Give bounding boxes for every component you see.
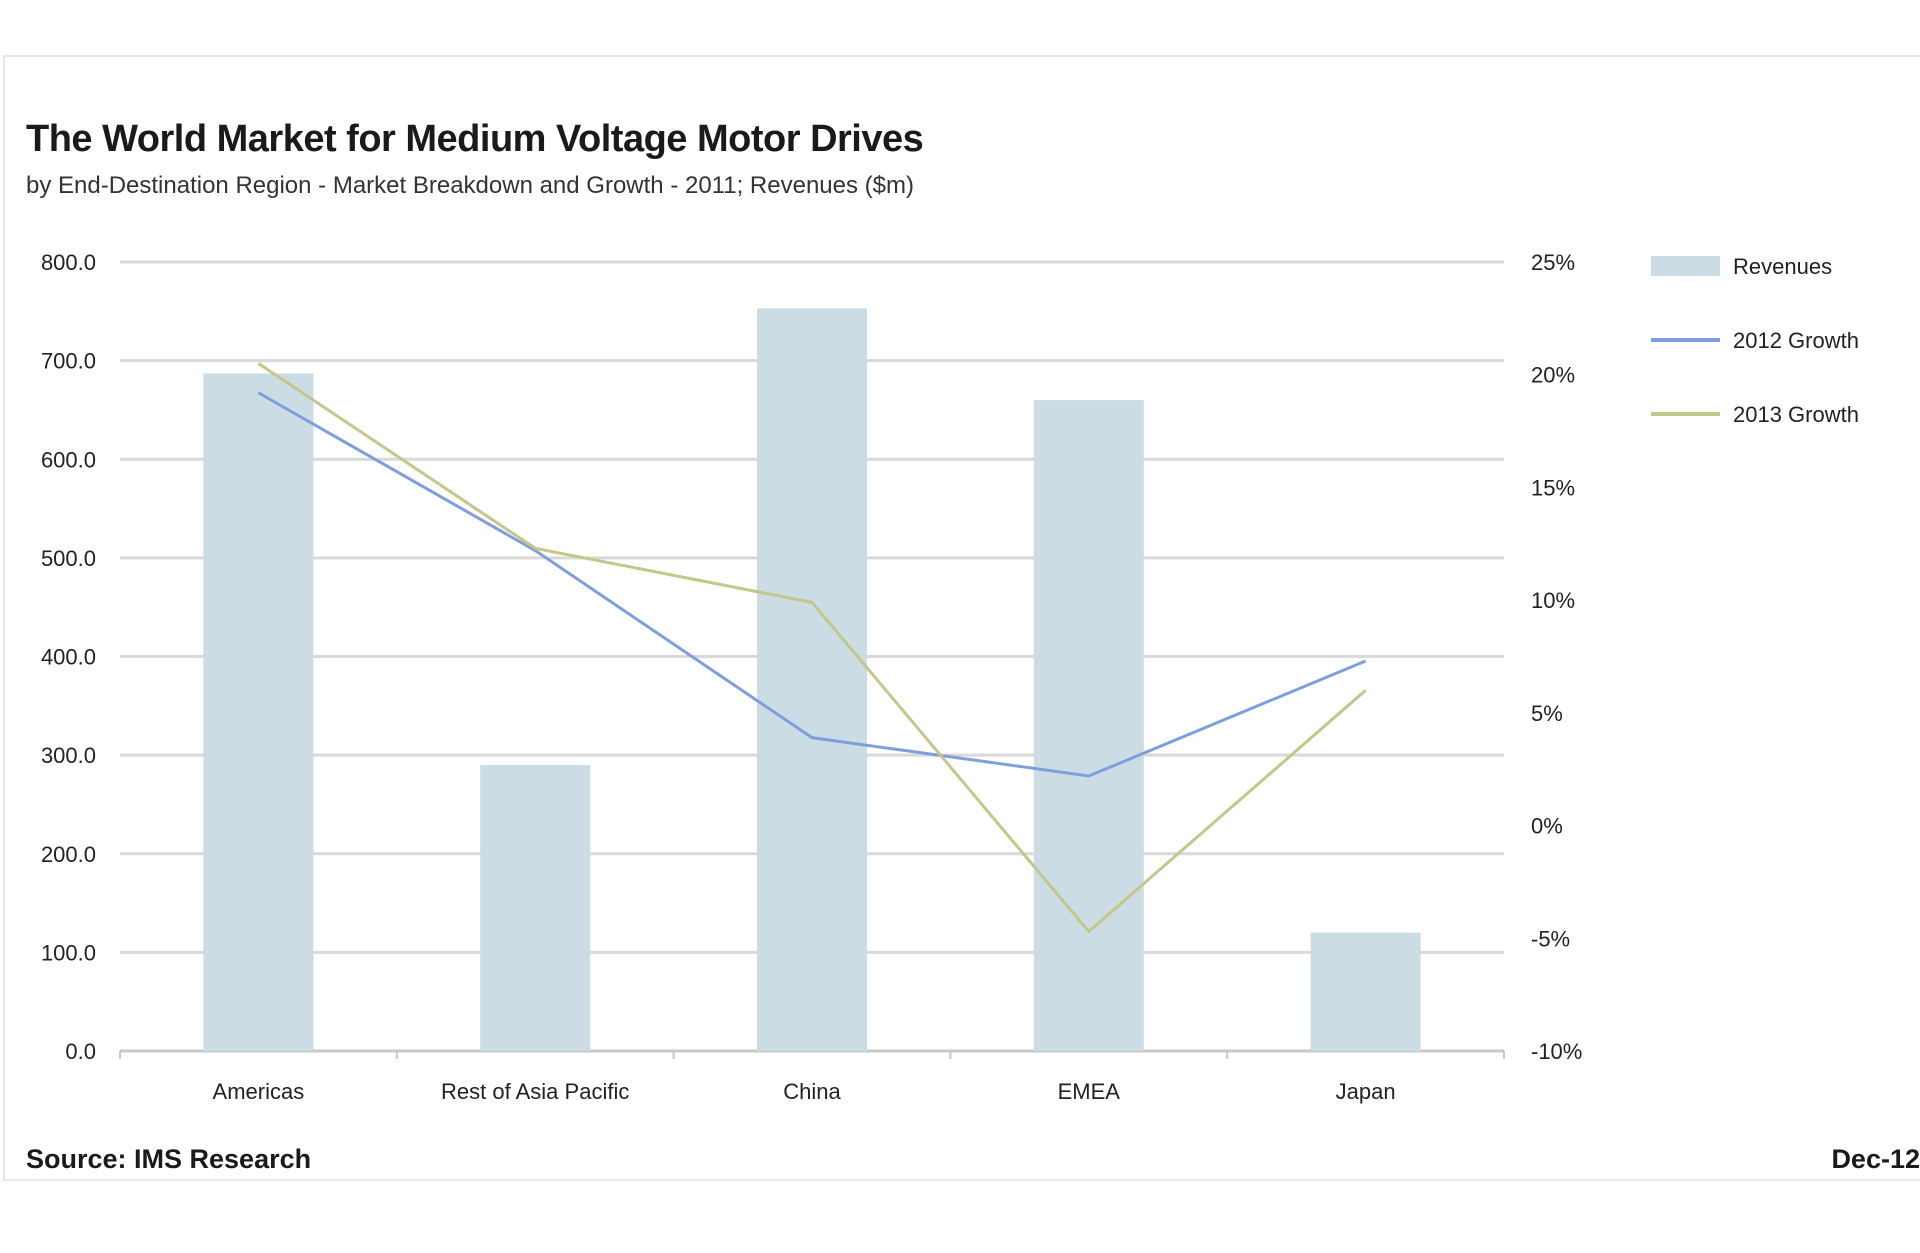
y-right-tick-label: -10%: [1531, 1039, 1582, 1064]
bar-emea: [1033, 400, 1144, 1051]
y-left-tick-label: 300.0: [41, 743, 96, 768]
date-note: Dec-12: [1831, 1144, 1920, 1174]
x-tick-label: EMEA: [1058, 1079, 1121, 1104]
y-right-tick-label: 20%: [1531, 363, 1575, 388]
y-left-tick-label: 100.0: [41, 940, 96, 965]
y-left-tick-label: 0.0: [65, 1039, 96, 1064]
legend-label: 2012 Growth: [1733, 328, 1859, 353]
chart-title: The World Market for Medium Voltage Moto…: [26, 118, 924, 160]
bar-china: [757, 308, 867, 1051]
y-left-tick-label: 600.0: [41, 447, 96, 472]
x-tick-label: China: [783, 1079, 841, 1104]
bar-americas: [203, 373, 314, 1051]
bar-rest-of-asia-pacific: [480, 764, 591, 1051]
y-right-tick-label: 0%: [1531, 814, 1563, 839]
y-left-tick-label: 700.0: [41, 349, 96, 374]
y-right-tick-label: 5%: [1531, 701, 1563, 726]
y-right-tick-label: 15%: [1531, 475, 1575, 500]
y-left-tick-label: 400.0: [41, 645, 96, 670]
y-left-tick-label: 200.0: [41, 842, 96, 867]
y-left-tick-label: 800.0: [41, 250, 96, 275]
bar-japan: [1310, 932, 1421, 1051]
legend-swatch: [1651, 256, 1720, 276]
legend-label: Revenues: [1733, 254, 1832, 279]
x-tick-label: Japan: [1336, 1079, 1396, 1104]
chart-frame: [3, 55, 1920, 1181]
y-left-tick-label: 500.0: [41, 546, 96, 571]
x-tick-label: Americas: [213, 1079, 305, 1104]
source-note: Source: IMS Research: [26, 1144, 312, 1174]
x-tick-label: Rest of Asia Pacific: [441, 1079, 629, 1104]
y-right-tick-label: 25%: [1531, 250, 1575, 275]
y-right-tick-label: -5%: [1531, 926, 1570, 951]
chart-subtitle: by End-Destination Region - Market Break…: [26, 172, 914, 199]
y-right-tick-label: 10%: [1531, 588, 1575, 613]
legend-label: 2013 Growth: [1733, 402, 1859, 427]
